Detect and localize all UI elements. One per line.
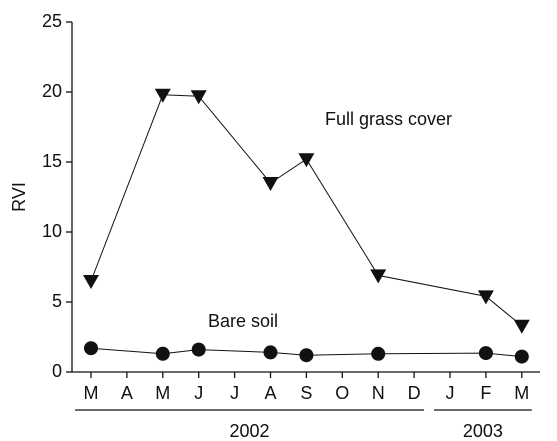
point bbox=[190, 90, 207, 105]
year-label: 2002 bbox=[230, 421, 270, 441]
x-tick-label: M bbox=[514, 383, 529, 403]
point bbox=[263, 345, 278, 360]
point bbox=[83, 275, 99, 289]
series-line bbox=[90, 94, 523, 327]
x-tick-label: F bbox=[480, 383, 491, 403]
x-tick-label: J bbox=[446, 383, 455, 403]
point bbox=[371, 346, 386, 361]
point bbox=[477, 290, 494, 305]
x-tick-label: O bbox=[335, 383, 349, 403]
x-tick-label: J bbox=[230, 383, 239, 403]
x-tick-label: N bbox=[372, 383, 385, 403]
series-label: Full grass cover bbox=[325, 109, 452, 129]
series-label: Bare soil bbox=[208, 311, 278, 331]
point bbox=[191, 342, 206, 357]
y-tick-label: 0 bbox=[52, 361, 62, 381]
point bbox=[262, 177, 279, 191]
x-tick-label: A bbox=[264, 383, 276, 403]
point bbox=[299, 348, 314, 363]
x-tick-label: M bbox=[155, 383, 170, 403]
point bbox=[84, 341, 98, 356]
y-tick-label: 25 bbox=[42, 11, 62, 31]
y-tick-label: 20 bbox=[42, 81, 62, 101]
point bbox=[478, 346, 493, 361]
point bbox=[514, 349, 529, 364]
x-tick-label: A bbox=[121, 383, 133, 403]
point bbox=[298, 153, 315, 168]
x-tick-label: S bbox=[300, 383, 312, 403]
x-tick-label: J bbox=[194, 383, 203, 403]
point bbox=[154, 88, 171, 103]
x-tick-label: M bbox=[84, 383, 99, 403]
point bbox=[155, 346, 170, 361]
year-label: 2003 bbox=[463, 421, 503, 441]
point bbox=[370, 269, 387, 284]
y-tick-label: 10 bbox=[42, 221, 62, 241]
y-axis-label: RVI bbox=[9, 182, 29, 212]
y-tick-label: 5 bbox=[52, 291, 62, 311]
y-tick-label: 15 bbox=[42, 151, 62, 171]
x-tick-label: D bbox=[408, 383, 421, 403]
point bbox=[513, 319, 530, 334]
